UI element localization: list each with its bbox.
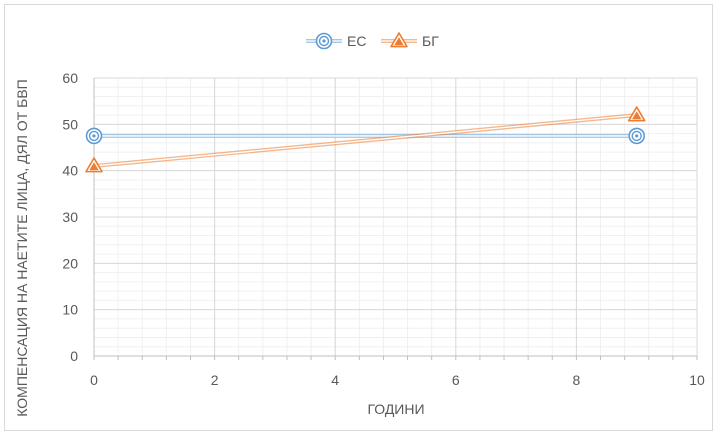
legend-label: БГ: [422, 33, 439, 49]
y-tick-label: 30: [62, 209, 78, 225]
y-tick-label: 50: [62, 116, 78, 132]
data-point-inner: [632, 111, 642, 120]
series-2: [85, 106, 646, 173]
y-tick-label: 0: [70, 348, 78, 364]
data-point-dot: [635, 134, 639, 138]
y-tick-label: 20: [62, 255, 78, 271]
data-point-inner: [631, 130, 642, 142]
data-point-inner: [88, 130, 100, 142]
axes: [93, 78, 698, 360]
y-tick-label: 10: [62, 302, 78, 318]
x-tick-label: 4: [331, 372, 339, 388]
y-tick-label: 60: [62, 70, 78, 86]
x-axis-title: ГОДИНИ: [367, 401, 424, 417]
data-point-dot: [92, 134, 96, 138]
x-tick-label: 10: [689, 372, 705, 388]
legend-marker-inner: [394, 37, 404, 46]
series-1: [85, 127, 646, 145]
legend-marker-inner: [318, 35, 330, 47]
tick-labels: 0 2 4 6 8 10 0 10 20 30 40 50 60: [62, 70, 705, 388]
legend-item-1: ЕС: [306, 32, 366, 50]
x-tick-label: 6: [452, 372, 460, 388]
legend-marker-dot: [322, 39, 326, 43]
y-tick-label: 40: [62, 163, 78, 179]
series-group: [85, 106, 646, 173]
legend-item-2: БГ: [381, 32, 439, 49]
x-tick-label: 2: [211, 372, 219, 388]
x-tick-label: 8: [573, 372, 581, 388]
legend-label: ЕС: [347, 33, 366, 49]
legend: ЕС БГ: [306, 32, 439, 50]
data-point-inner: [89, 162, 99, 171]
series-line-inner: [93, 114, 637, 167]
y-axis-title: КОМПЕНСАЦИЯ НА НАЕТИТЕ ЛИЦА, ДЯЛ ОТ БВП: [14, 79, 30, 416]
x-tick-label: 0: [90, 372, 98, 388]
